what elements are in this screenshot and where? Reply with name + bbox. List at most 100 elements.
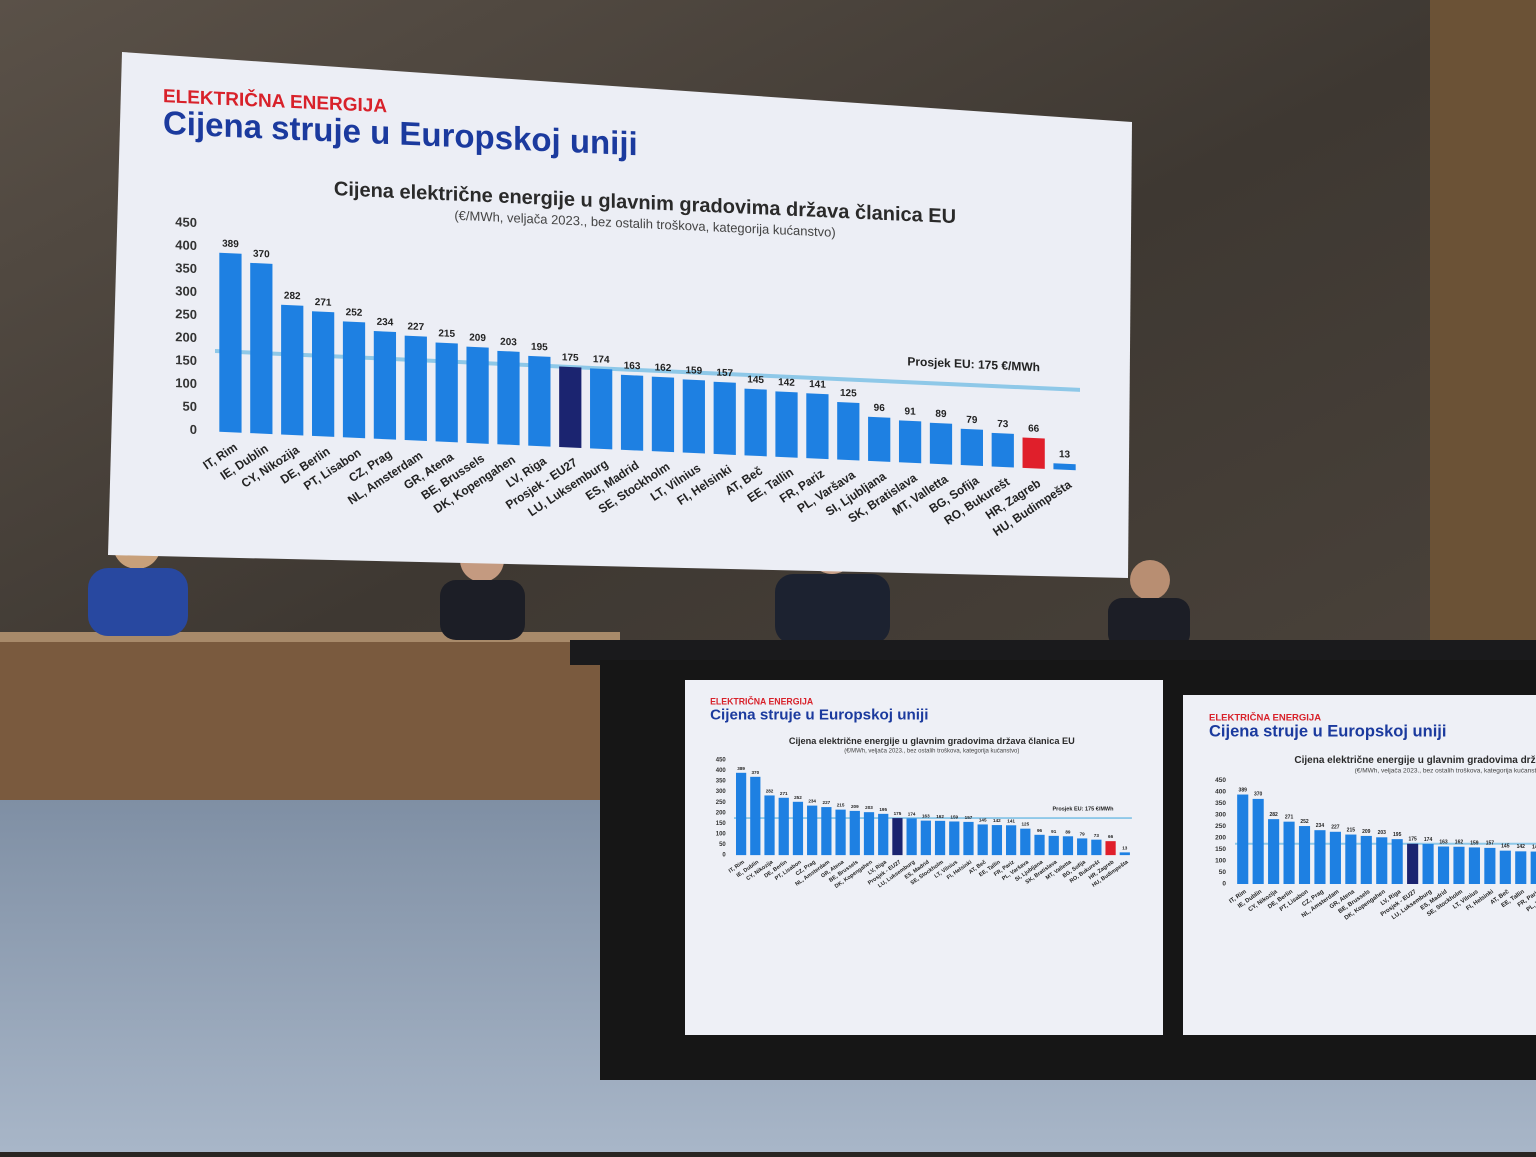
data-label: 157 <box>716 367 733 379</box>
bar <box>1468 847 1480 884</box>
bar <box>528 355 551 447</box>
monitor <box>685 680 1163 1035</box>
bar <box>651 376 675 453</box>
y-tick-label: 50 <box>1219 869 1227 876</box>
y-tick-label: 50 <box>719 842 726 848</box>
bar <box>821 807 832 856</box>
data-label: 209 <box>1362 829 1371 835</box>
data-label: 282 <box>766 789 774 794</box>
y-tick-label: 50 <box>183 398 197 414</box>
y-tick-label: 250 <box>1215 823 1226 830</box>
desk-top <box>0 632 620 642</box>
data-label: 252 <box>346 307 363 319</box>
bar <box>764 795 775 856</box>
data-label: 89 <box>1065 829 1071 834</box>
bar <box>1298 826 1311 884</box>
y-tick-label: 150 <box>175 352 197 368</box>
bar <box>312 311 335 437</box>
bar <box>1237 794 1249 884</box>
data-label: 271 <box>1285 814 1294 820</box>
y-tick-label: 200 <box>716 810 727 816</box>
bar <box>1329 831 1341 884</box>
bar <box>219 252 242 433</box>
data-label: 203 <box>1378 830 1387 836</box>
bar <box>1530 851 1536 884</box>
bar <box>559 366 582 448</box>
bar <box>1314 830 1326 884</box>
y-tick-label: 250 <box>716 800 727 806</box>
data-label: 234 <box>377 317 394 329</box>
y-tick-label: 200 <box>1215 835 1226 842</box>
data-label: 66 <box>1028 423 1040 435</box>
data-label: 162 <box>936 814 944 819</box>
data-label: 79 <box>966 415 978 427</box>
bar <box>281 304 304 436</box>
bar <box>1048 835 1059 856</box>
bar <box>1422 843 1434 884</box>
bar <box>1360 835 1372 884</box>
bar <box>1345 834 1357 884</box>
bar <box>1091 839 1102 856</box>
chart-title: Cijena električne energije u glavnim gra… <box>789 736 1075 746</box>
bar <box>1283 821 1295 884</box>
data-label: 389 <box>737 766 745 771</box>
y-tick-label: 250 <box>175 306 197 322</box>
bar <box>435 342 458 443</box>
data-label: 96 <box>874 403 886 415</box>
y-tick-label: 150 <box>716 821 727 827</box>
y-tick-label: 400 <box>716 768 727 774</box>
y-tick-label: 100 <box>1215 858 1226 865</box>
data-label: 96 <box>1037 828 1043 833</box>
data-label: 203 <box>500 337 517 349</box>
data-label: 142 <box>993 818 1001 823</box>
data-label: 175 <box>562 352 579 364</box>
bar <box>835 809 846 856</box>
bar <box>906 818 917 856</box>
data-label: 162 <box>655 362 672 374</box>
data-label: 215 <box>837 803 845 808</box>
data-label: 175 <box>1408 837 1417 843</box>
data-label: 13 <box>1122 845 1128 850</box>
bar <box>1053 463 1076 471</box>
data-label: 209 <box>851 804 859 809</box>
data-label: 125 <box>1021 822 1029 827</box>
bar <box>1453 846 1465 884</box>
data-label: 370 <box>253 249 270 261</box>
bar <box>1119 852 1130 856</box>
monitor <box>1183 695 1536 1035</box>
bar <box>342 321 366 439</box>
bar <box>250 262 273 435</box>
y-tick-label: 0 <box>1222 881 1226 888</box>
data-label: 141 <box>1007 818 1015 823</box>
y-tick-label: 100 <box>716 832 727 838</box>
data-label: 209 <box>469 332 486 344</box>
data-label: 159 <box>950 815 958 820</box>
chart-title: Cijena električne energije u glavnim gra… <box>1294 755 1536 766</box>
bar <box>806 393 829 460</box>
bar <box>735 772 747 856</box>
bar <box>620 374 644 451</box>
bar <box>991 432 1014 468</box>
data-label: 141 <box>809 379 826 391</box>
data-label: 162 <box>1455 840 1464 846</box>
data-label: 163 <box>922 814 930 819</box>
y-tick-label: 100 <box>175 375 197 391</box>
data-label: 145 <box>979 818 987 823</box>
data-label: 389 <box>1239 787 1248 793</box>
data-label: 282 <box>1269 812 1278 818</box>
bar <box>949 821 960 856</box>
bar <box>963 821 974 856</box>
data-label: 13 <box>1059 449 1071 461</box>
y-tick-label: 350 <box>1215 800 1226 807</box>
bar <box>1484 847 1496 884</box>
bar <box>792 801 804 856</box>
bar <box>1515 851 1527 884</box>
bar <box>744 388 767 457</box>
data-label: 389 <box>222 239 239 251</box>
data-label: 370 <box>1254 792 1263 798</box>
data-label: 195 <box>879 807 887 812</box>
data-label: 215 <box>438 328 455 340</box>
data-label: 157 <box>965 815 973 820</box>
data-label: 203 <box>865 805 873 810</box>
